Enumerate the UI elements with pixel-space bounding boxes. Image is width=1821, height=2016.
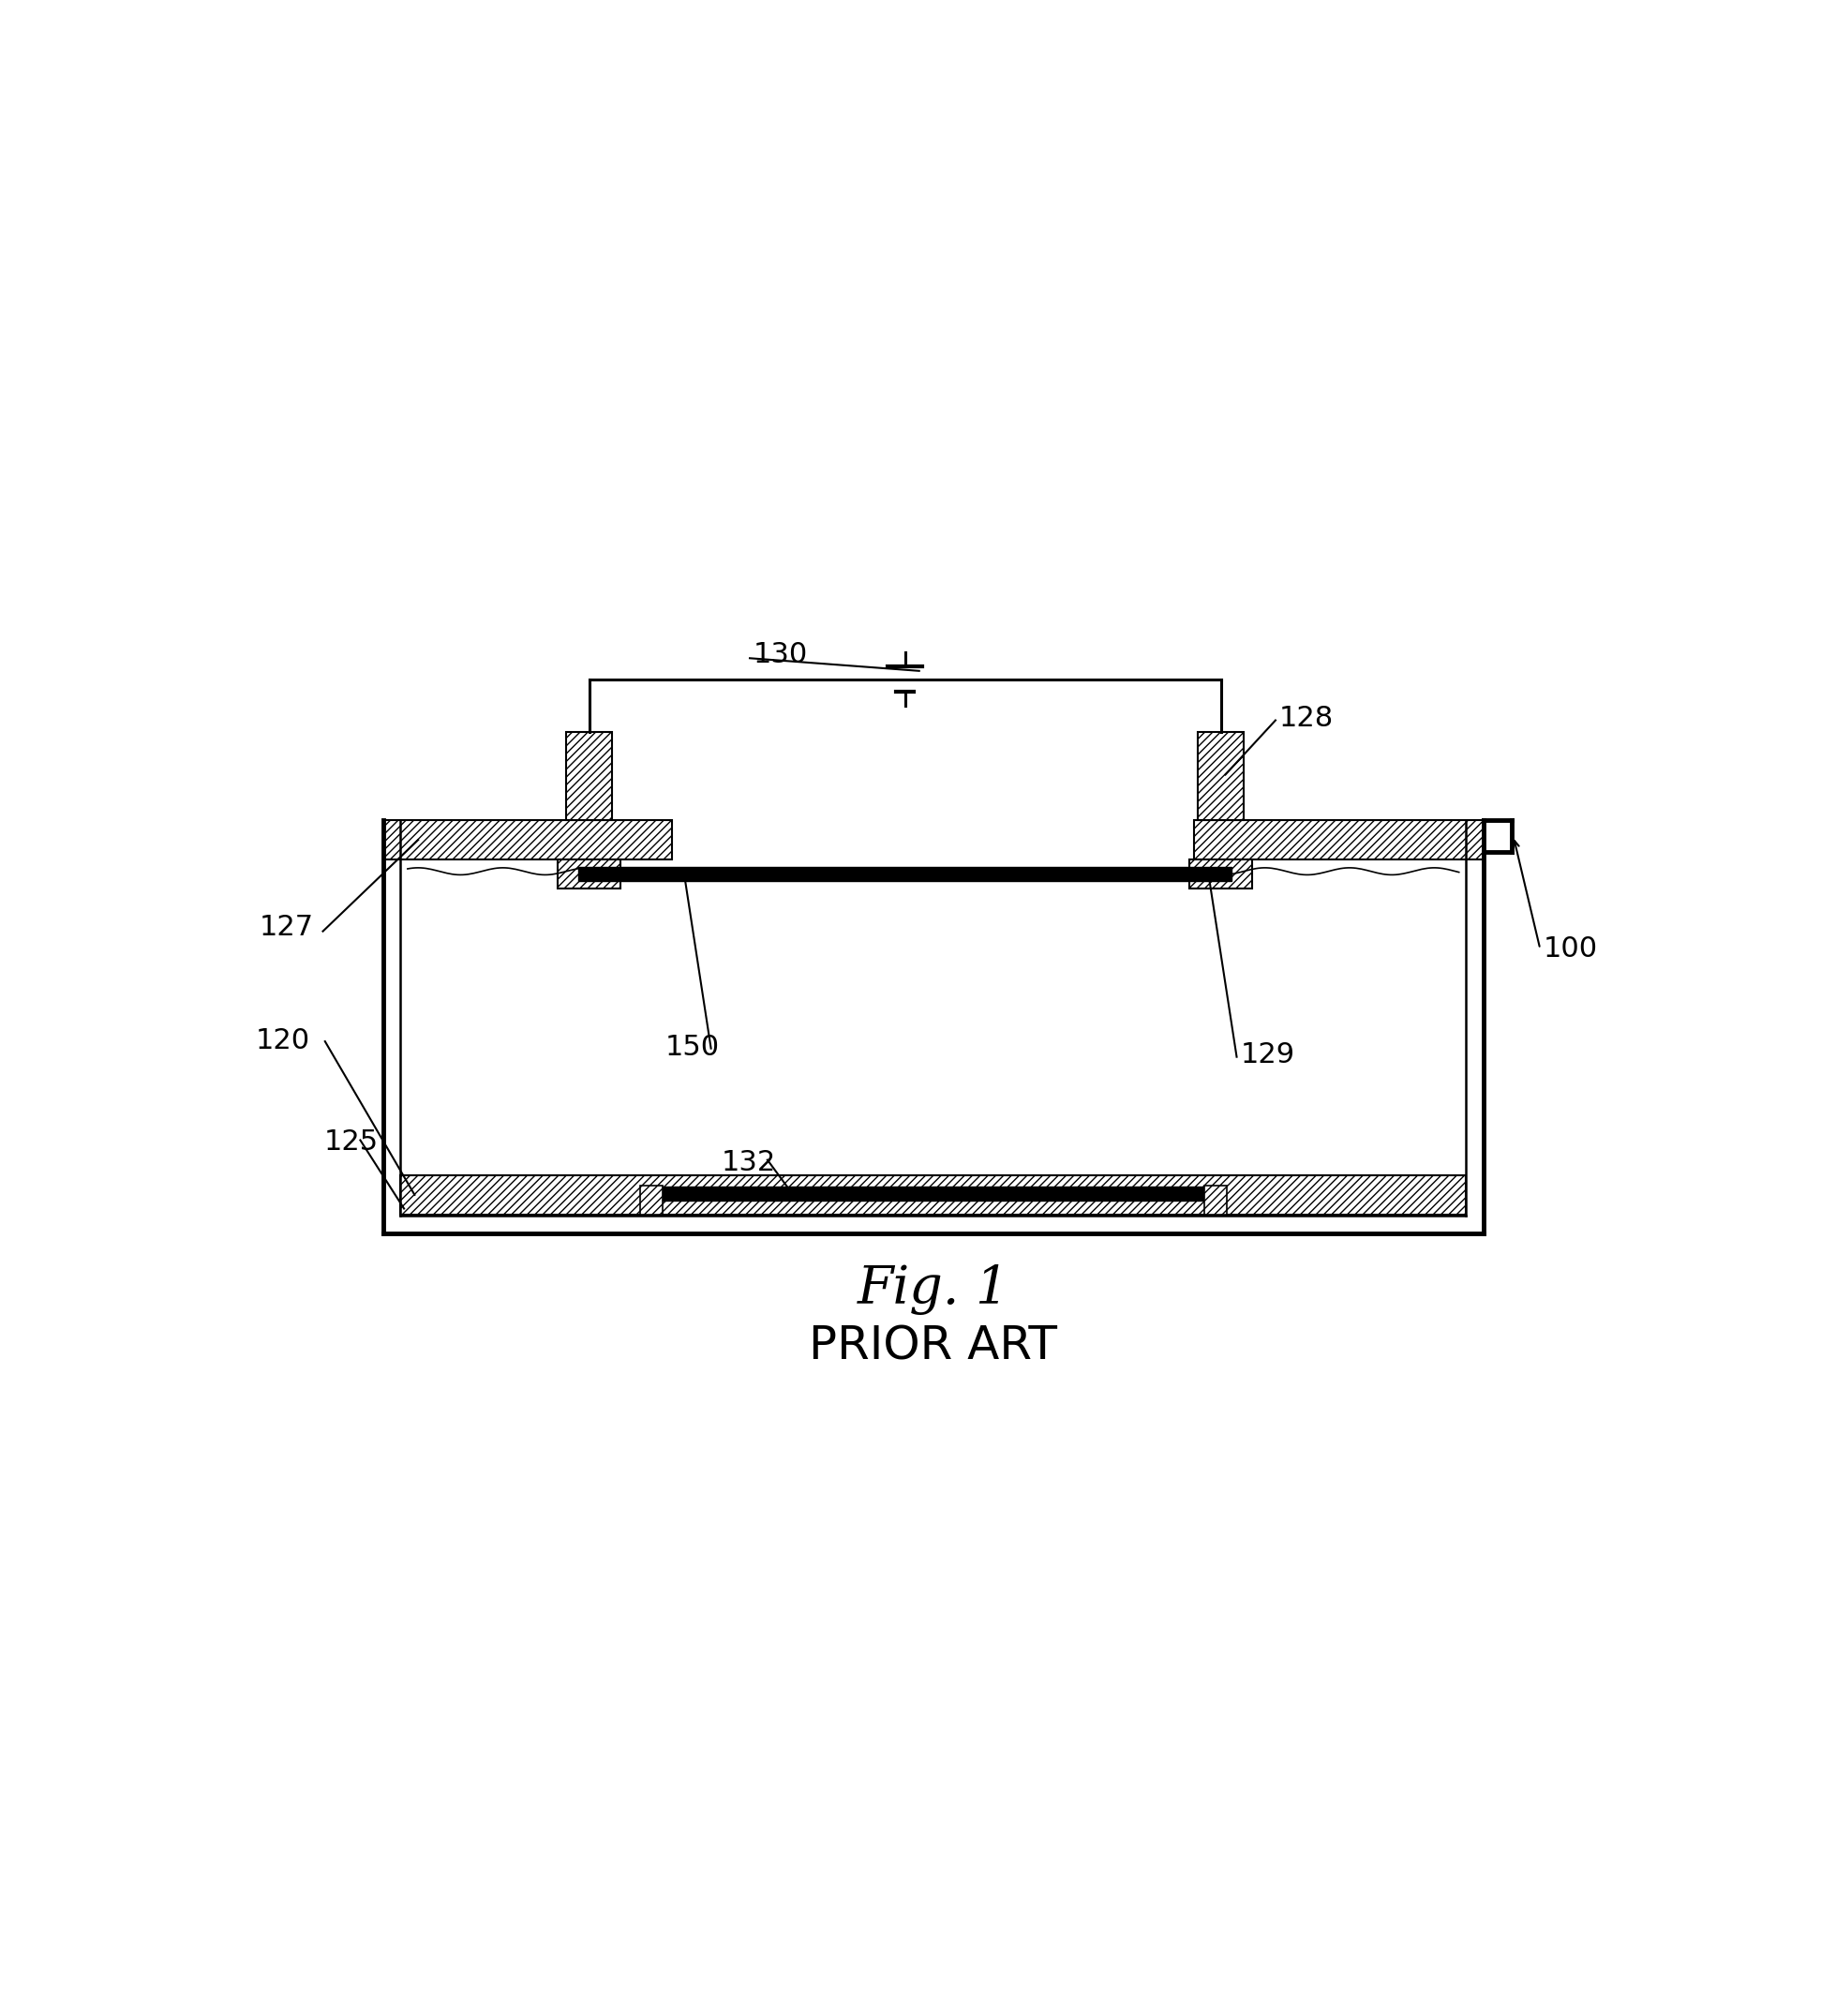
Text: PRIOR ART: PRIOR ART xyxy=(809,1325,1058,1369)
Bar xyxy=(639,1185,663,1214)
Bar xyxy=(401,1175,1466,1214)
Bar xyxy=(1189,859,1253,889)
Bar xyxy=(382,821,672,859)
Text: 120: 120 xyxy=(255,1026,310,1054)
Text: Fig. 1: Fig. 1 xyxy=(858,1264,1009,1314)
Bar xyxy=(566,732,612,821)
Bar xyxy=(579,867,1231,881)
Text: 100: 100 xyxy=(1544,935,1599,962)
Text: 150: 150 xyxy=(665,1034,719,1060)
Text: 132: 132 xyxy=(721,1149,776,1175)
Text: 129: 129 xyxy=(1240,1040,1295,1068)
Text: 130: 130 xyxy=(754,641,809,667)
Bar xyxy=(1204,1185,1227,1214)
Bar xyxy=(652,1185,1216,1200)
Bar xyxy=(1198,732,1244,821)
Text: 127: 127 xyxy=(259,913,313,941)
Bar xyxy=(557,859,621,889)
Text: 128: 128 xyxy=(1278,704,1333,732)
Bar xyxy=(1195,821,1484,859)
Text: 125: 125 xyxy=(324,1129,379,1155)
